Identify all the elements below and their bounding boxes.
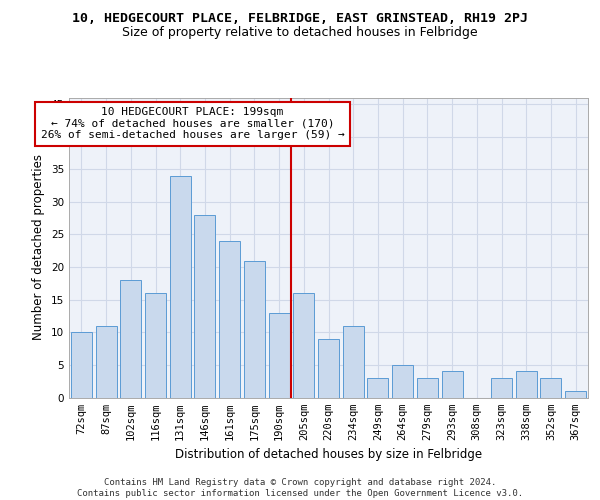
Bar bbox=[516, 372, 537, 398]
Bar bbox=[95, 326, 116, 398]
Bar bbox=[145, 293, 166, 398]
Bar bbox=[565, 391, 586, 398]
Bar bbox=[269, 312, 290, 398]
Bar bbox=[170, 176, 191, 398]
Bar bbox=[491, 378, 512, 398]
Text: Contains HM Land Registry data © Crown copyright and database right 2024.
Contai: Contains HM Land Registry data © Crown c… bbox=[77, 478, 523, 498]
Text: 10 HEDGECOURT PLACE: 199sqm
← 74% of detached houses are smaller (170)
26% of se: 10 HEDGECOURT PLACE: 199sqm ← 74% of det… bbox=[41, 108, 344, 140]
X-axis label: Distribution of detached houses by size in Felbridge: Distribution of detached houses by size … bbox=[175, 448, 482, 461]
Bar bbox=[417, 378, 438, 398]
Bar bbox=[194, 215, 215, 398]
Bar bbox=[442, 372, 463, 398]
Y-axis label: Number of detached properties: Number of detached properties bbox=[32, 154, 46, 340]
Bar bbox=[541, 378, 562, 398]
Bar bbox=[244, 260, 265, 398]
Bar bbox=[367, 378, 388, 398]
Bar bbox=[71, 332, 92, 398]
Bar bbox=[120, 280, 141, 398]
Bar bbox=[392, 365, 413, 398]
Text: 10, HEDGECOURT PLACE, FELBRIDGE, EAST GRINSTEAD, RH19 2PJ: 10, HEDGECOURT PLACE, FELBRIDGE, EAST GR… bbox=[72, 12, 528, 26]
Bar bbox=[318, 339, 339, 398]
Bar bbox=[293, 293, 314, 398]
Bar bbox=[343, 326, 364, 398]
Text: Size of property relative to detached houses in Felbridge: Size of property relative to detached ho… bbox=[122, 26, 478, 39]
Bar bbox=[219, 241, 240, 398]
